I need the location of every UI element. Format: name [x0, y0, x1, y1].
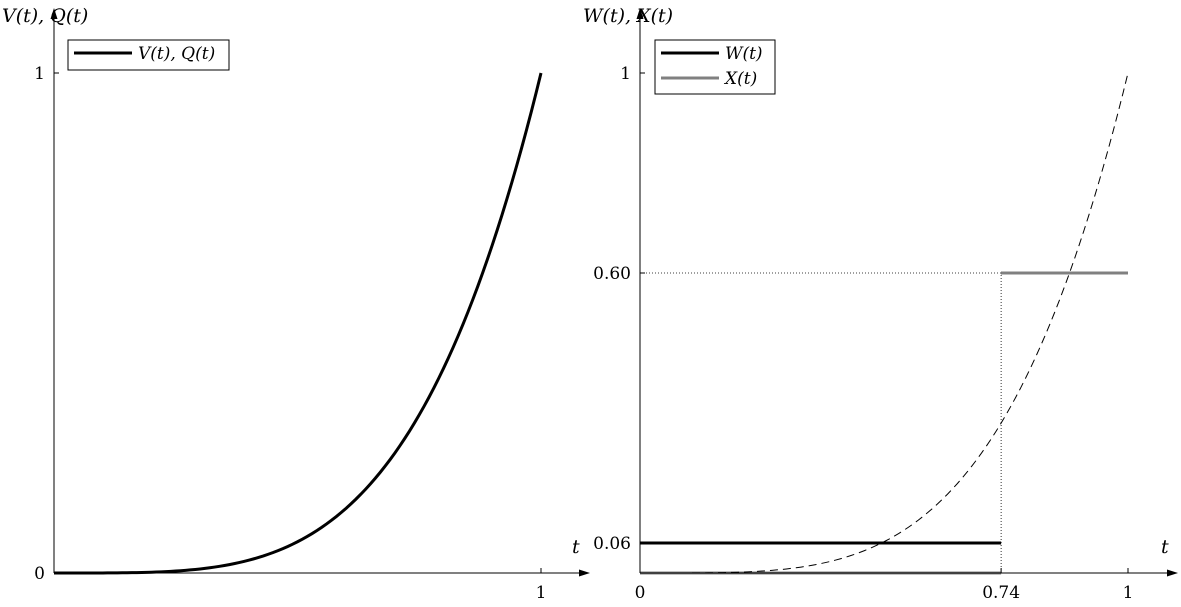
x-axis-label: t [572, 536, 580, 558]
legend-label-0: W(t) [725, 44, 763, 64]
x-tick-label-1: 0.74 [982, 583, 1020, 602]
panel-2: 0 0.74 1 0.06 0.60 1 t W(t), X(t) W(t) X(t) [583, 5, 1178, 603]
series-3-line [640, 72, 1129, 574]
x-axis-arrow [1167, 569, 1178, 577]
panel-1: 1 0 1 t V(t), Q(t) V(t), Q(t) [2, 5, 590, 603]
x-tick-label-0: 0 [635, 583, 646, 602]
y-tick-label-2: 1 [620, 64, 631, 84]
legend-label-1: X(t) [723, 69, 757, 89]
y-tick-label-0: 0 [34, 564, 45, 584]
y-axis-label: V(t), Q(t) [2, 5, 88, 27]
series-1-line [54, 72, 543, 575]
legend-label-0: V(t), Q(t) [138, 44, 215, 64]
y-tick-label-1: 1 [34, 64, 45, 84]
legend-box [67, 39, 230, 71]
y-tick-label-1: 0.60 [593, 264, 631, 284]
x-axis-arrow [579, 569, 590, 577]
y-tick-label-0: 0.06 [593, 534, 631, 554]
x-tick-label-2: 1 [1123, 583, 1134, 602]
y-axis-arrow [636, 8, 644, 19]
y-axis-label: W(t), X(t) [583, 5, 673, 27]
x-tick-label-0: 1 [536, 583, 547, 602]
y-axis-arrow [50, 8, 58, 19]
legend-box [654, 39, 776, 95]
x-axis-label: t [1161, 536, 1169, 558]
